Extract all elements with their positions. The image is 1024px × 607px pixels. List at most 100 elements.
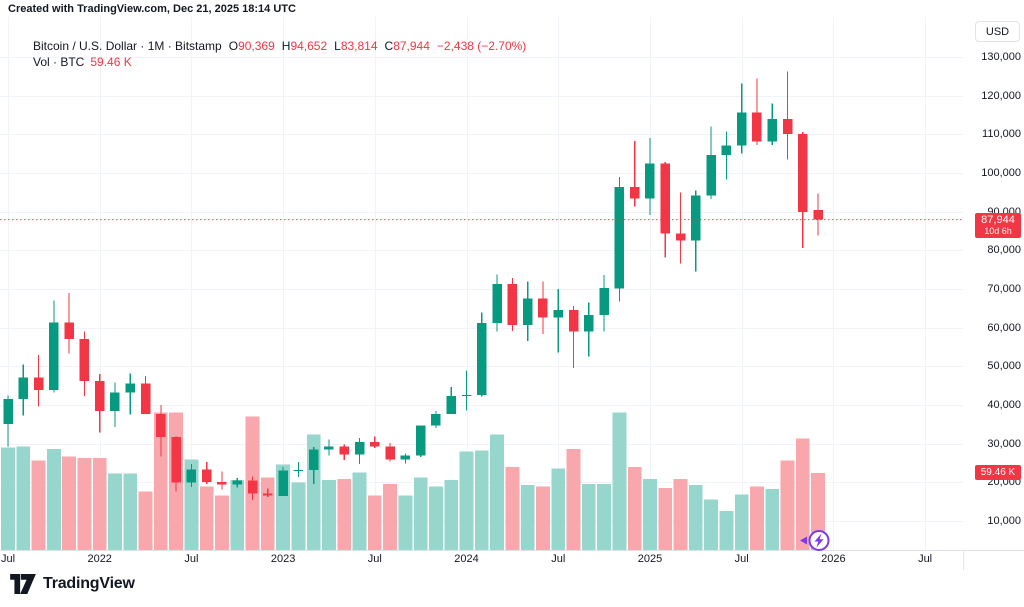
ohlc-value-l: 83,814 xyxy=(340,39,378,53)
candle-body xyxy=(232,480,242,485)
candle-body xyxy=(125,383,135,393)
candle-body xyxy=(767,118,777,142)
candle-body xyxy=(813,210,823,220)
price-tick-label: 30,000 xyxy=(987,437,1021,450)
volume-bar xyxy=(474,450,489,550)
candle-wick xyxy=(267,488,269,497)
symbol-title[interactable]: Bitcoin / U.S. Dollar · 1M · Bitstamp xyxy=(33,39,222,53)
candle-body xyxy=(247,480,258,494)
volume-bar xyxy=(673,478,688,550)
volume-bar xyxy=(123,473,138,550)
candle-body xyxy=(629,186,640,199)
volume-bar xyxy=(597,483,611,550)
candle-body xyxy=(186,469,197,483)
candle-wick xyxy=(557,289,559,353)
candle-body xyxy=(691,195,701,241)
volume-bar xyxy=(77,458,92,550)
candle-body xyxy=(492,283,502,323)
volume-bar xyxy=(337,478,352,550)
legend-symbol-row[interactable]: Bitcoin / U.S. Dollar · 1M · Bitstamp O90… xyxy=(33,39,526,53)
candle-body xyxy=(308,449,319,471)
candle-body xyxy=(339,446,349,455)
volume-bar xyxy=(47,449,61,550)
time-tick-label: Jul xyxy=(184,553,199,565)
volume-bar xyxy=(581,483,596,550)
tradingview-logo-icon xyxy=(10,574,36,594)
volume-bar xyxy=(215,495,229,550)
volume-bar xyxy=(291,482,306,550)
price-tick-label: 130,000 xyxy=(981,51,1021,63)
currency-unit-button[interactable]: USD xyxy=(975,21,1020,42)
time-tick-label: 2023 xyxy=(270,553,296,565)
bar-countdown: 10d 6h xyxy=(984,225,1012,236)
volume-bar xyxy=(505,467,520,550)
price-axis[interactable]: USD 130,000 120,000 110,000 100,000 90,000 80… xyxy=(963,17,1024,550)
candle-body xyxy=(507,283,518,326)
candle-body xyxy=(782,118,793,134)
candle-body xyxy=(400,455,411,460)
lightning-bolt-icon xyxy=(814,533,824,548)
volume-bar xyxy=(719,511,734,550)
volume-bar xyxy=(658,487,673,550)
candle-body xyxy=(140,383,151,415)
time-axis[interactable]: Jul 2022 Jul 2023 Jul 2024 Jul 2025 Jul 2026 Jul xyxy=(0,551,1024,569)
ohlc-label-l: L xyxy=(334,39,341,53)
candle-body xyxy=(202,469,212,483)
candle-wick xyxy=(465,370,468,411)
volume-bar xyxy=(92,458,107,550)
candle-wick xyxy=(221,471,223,490)
last-price-badge: 87,944 10d 6h xyxy=(975,212,1021,238)
candle-body xyxy=(752,112,762,142)
candle-body xyxy=(49,322,59,391)
tradingview-logo[interactable]: TradingView xyxy=(10,574,135,594)
volume-bar xyxy=(520,485,535,550)
volume-bar xyxy=(551,468,566,550)
candle-body xyxy=(477,323,487,395)
candle-body xyxy=(385,446,395,460)
volume-bar xyxy=(398,495,413,550)
time-tick-label: Jul xyxy=(918,553,933,565)
volume-bar xyxy=(688,485,703,550)
volume-bar xyxy=(1,447,15,550)
volume-bars xyxy=(1,412,825,550)
candle-body xyxy=(431,413,441,426)
volume-bar xyxy=(566,449,581,550)
time-tick-label: Jul xyxy=(734,553,749,565)
volume-bar xyxy=(627,467,642,550)
tradingview-logo-text: TradingView xyxy=(43,575,135,592)
volume-bar xyxy=(16,446,31,550)
candle-body xyxy=(354,441,365,455)
price-tick-label: 100,000 xyxy=(981,167,1021,179)
time-tick-label: 2026 xyxy=(821,553,846,565)
candle-body xyxy=(522,298,533,326)
candle-body xyxy=(370,441,380,447)
volume-bar xyxy=(62,456,76,550)
volume-bar xyxy=(429,486,443,550)
price-tick-label: 70,000 xyxy=(987,283,1021,295)
volume-bar xyxy=(643,478,657,550)
candle-wick xyxy=(786,71,789,160)
ohlc-label-c: C xyxy=(384,39,394,53)
price-tick-label: 10,000 xyxy=(987,515,1021,527)
ohlc-value-o: 90,369 xyxy=(238,39,275,53)
candle-wick xyxy=(725,131,727,180)
chart-pane[interactable]: Bitcoin / U.S. Dollar · 1M · Bitstamp O90… xyxy=(0,17,963,550)
candle-body xyxy=(568,309,579,332)
last-price-value: 87,944 xyxy=(981,213,1015,226)
ohlc-label-h: H xyxy=(281,39,291,53)
lightning-icon[interactable] xyxy=(797,527,833,554)
price-tick-label: 110,000 xyxy=(982,128,1021,141)
candlestick-chart[interactable] xyxy=(0,17,963,550)
volume-bar xyxy=(795,438,810,550)
candle-body xyxy=(538,298,548,318)
candle-body xyxy=(415,425,426,456)
legend-volume-row[interactable]: Vol · BTC 59.46 K xyxy=(33,55,526,69)
volume-bar xyxy=(750,486,764,550)
volume-bar xyxy=(780,460,795,550)
volume-bar xyxy=(153,412,168,550)
volume-bar xyxy=(413,477,428,550)
candle-body xyxy=(64,322,74,340)
volume-bar xyxy=(352,472,367,550)
volume-bar xyxy=(734,494,749,550)
